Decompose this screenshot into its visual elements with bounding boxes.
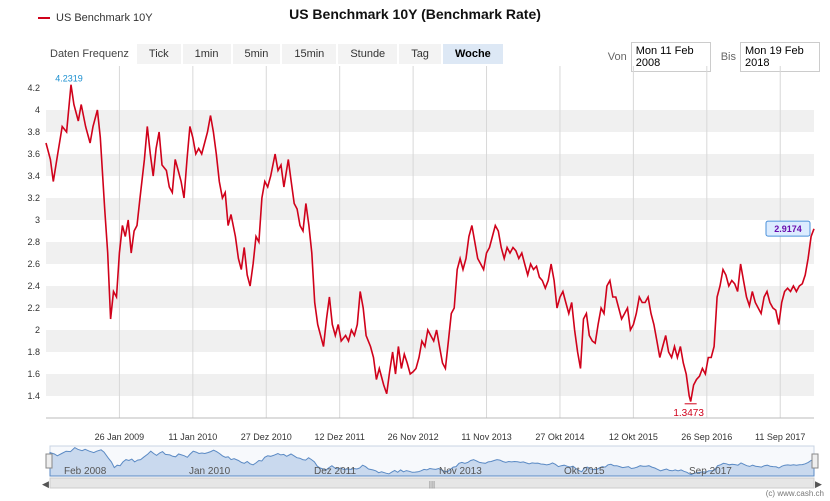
from-label: Von [607, 51, 627, 63]
from-date-input[interactable]: Mon 11 Feb 2008 [630, 42, 711, 72]
scroll-right-icon[interactable]: ▶ [815, 479, 822, 489]
y-tick-label: 4.2 [27, 83, 40, 93]
vertical-gridlines [118, 66, 781, 418]
y-tick-label: 2.2 [27, 303, 40, 313]
date-range: Von Mon 11 Feb 2008 Bis Mon 19 Feb 2018 [598, 42, 820, 72]
legend[interactable]: US Benchmark 10Y [38, 12, 153, 24]
y-tick-label: 1.8 [27, 347, 40, 357]
min-value-label: 1.3473 [673, 408, 704, 419]
y-tick-label: 3 [35, 215, 40, 225]
navigator-left-handle[interactable] [45, 453, 53, 469]
navigator-label: Dez 2011 [314, 466, 357, 477]
y-axis: 1.4 1.6 1.8 2 2.2 2.4 2.6 2.8 3 3.2 3.4 3.6 3.8 4 4.2 [27, 83, 40, 401]
y-tick-label: 2.4 [27, 281, 40, 291]
x-tick-label: 27 Okt 2014 [535, 432, 584, 442]
credit-text: (c) www.cash.ch [765, 489, 824, 498]
series-line[interactable] [45, 84, 815, 402]
annotations: 4.2319 1.3473 2.9174 [55, 73, 811, 419]
frequency-button-1min[interactable]: 1min [182, 44, 231, 64]
chart-title: US Benchmark 10Y (Benchmark Rate) [289, 6, 541, 22]
x-tick-label: 12 Okt 2015 [609, 432, 658, 442]
x-tick-label: 26 Jan 2009 [95, 432, 145, 442]
y-tick-label: 1.6 [27, 369, 40, 379]
x-tick-label: 27 Dez 2010 [241, 432, 292, 442]
y-tick-label: 3.8 [27, 127, 40, 137]
x-tick-label: 26 Nov 2012 [388, 432, 439, 442]
navigator-label: Okt 2015 [564, 466, 605, 477]
frequency-label: Daten Frequenz [50, 48, 129, 60]
frequency-button-5min[interactable]: 5min [232, 44, 281, 64]
plot-band [46, 286, 814, 308]
x-axis: 26 Jan 2009 11 Jan 2010 27 Dez 2010 12 Dez … [46, 417, 814, 442]
y-tick-label: 3.4 [27, 171, 40, 181]
x-tick-label: 11 Sep 2017 [755, 432, 805, 442]
last-value-box [765, 220, 811, 237]
x-tick-label: 11 Nov 2013 [461, 432, 511, 442]
y-tick-label: 1.4 [27, 391, 40, 401]
frequency-button-15min[interactable]: 15min [282, 44, 337, 64]
navigator-label: Feb 2008 [64, 466, 107, 477]
last-value-label: 2.9174 [774, 224, 802, 234]
legend-label: US Benchmark 10Y [56, 12, 153, 24]
frequency-button-tag[interactable]: Tag [399, 44, 441, 64]
navigator-right-handle[interactable] [811, 453, 819, 469]
max-value-label: 4.2319 [55, 73, 83, 83]
plot-band [46, 110, 814, 132]
x-tick-label: 12 Dez 2011 [315, 432, 365, 442]
to-label: Bis [720, 51, 736, 63]
frequency-button-woche[interactable]: Woche [442, 44, 503, 64]
y-tick-label: 3.6 [27, 149, 40, 159]
navigator-scrollbar[interactable] [49, 477, 815, 489]
x-tick-label: 26 Sep 2016 [681, 432, 732, 442]
navigator-label: Nov 2013 [439, 466, 482, 477]
frequency-button-tick[interactable]: Tick [136, 44, 181, 64]
plot-band [46, 154, 814, 176]
x-tick-label: 11 Jan 2010 [168, 432, 217, 442]
y-tick-label: 3.2 [27, 193, 40, 203]
y-tick-label: 2.6 [27, 259, 40, 269]
navigator-series-area [49, 446, 815, 477]
frequency-button-stunde[interactable]: Stunde [338, 44, 398, 64]
legend-line-swatch [38, 17, 50, 19]
scroll-left-icon[interactable]: ◀ [42, 479, 49, 489]
navigator[interactable]: Feb 2008 Jan 2010 Dez 2011 Nov 2013 Okt 2015… [42, 445, 822, 489]
plot-band [46, 198, 814, 220]
scrollbar-grip-icon[interactable]: ||| [429, 480, 435, 489]
y-tick-label: 2 [35, 325, 40, 335]
y-tick-label: 4 [35, 105, 40, 115]
plot-band [46, 242, 814, 264]
frequency-selector: Daten Frequenz Tick 1min 5min 15min Stun… [46, 44, 505, 64]
y-tick-label: 2.8 [27, 237, 40, 247]
navigator-label: Jan 2010 [189, 466, 231, 477]
to-date-input[interactable]: Mon 19 Feb 2018 [740, 42, 820, 72]
plot-band [46, 330, 814, 352]
plot-band [46, 374, 814, 396]
navigator-label: Sep 2017 [689, 466, 732, 477]
